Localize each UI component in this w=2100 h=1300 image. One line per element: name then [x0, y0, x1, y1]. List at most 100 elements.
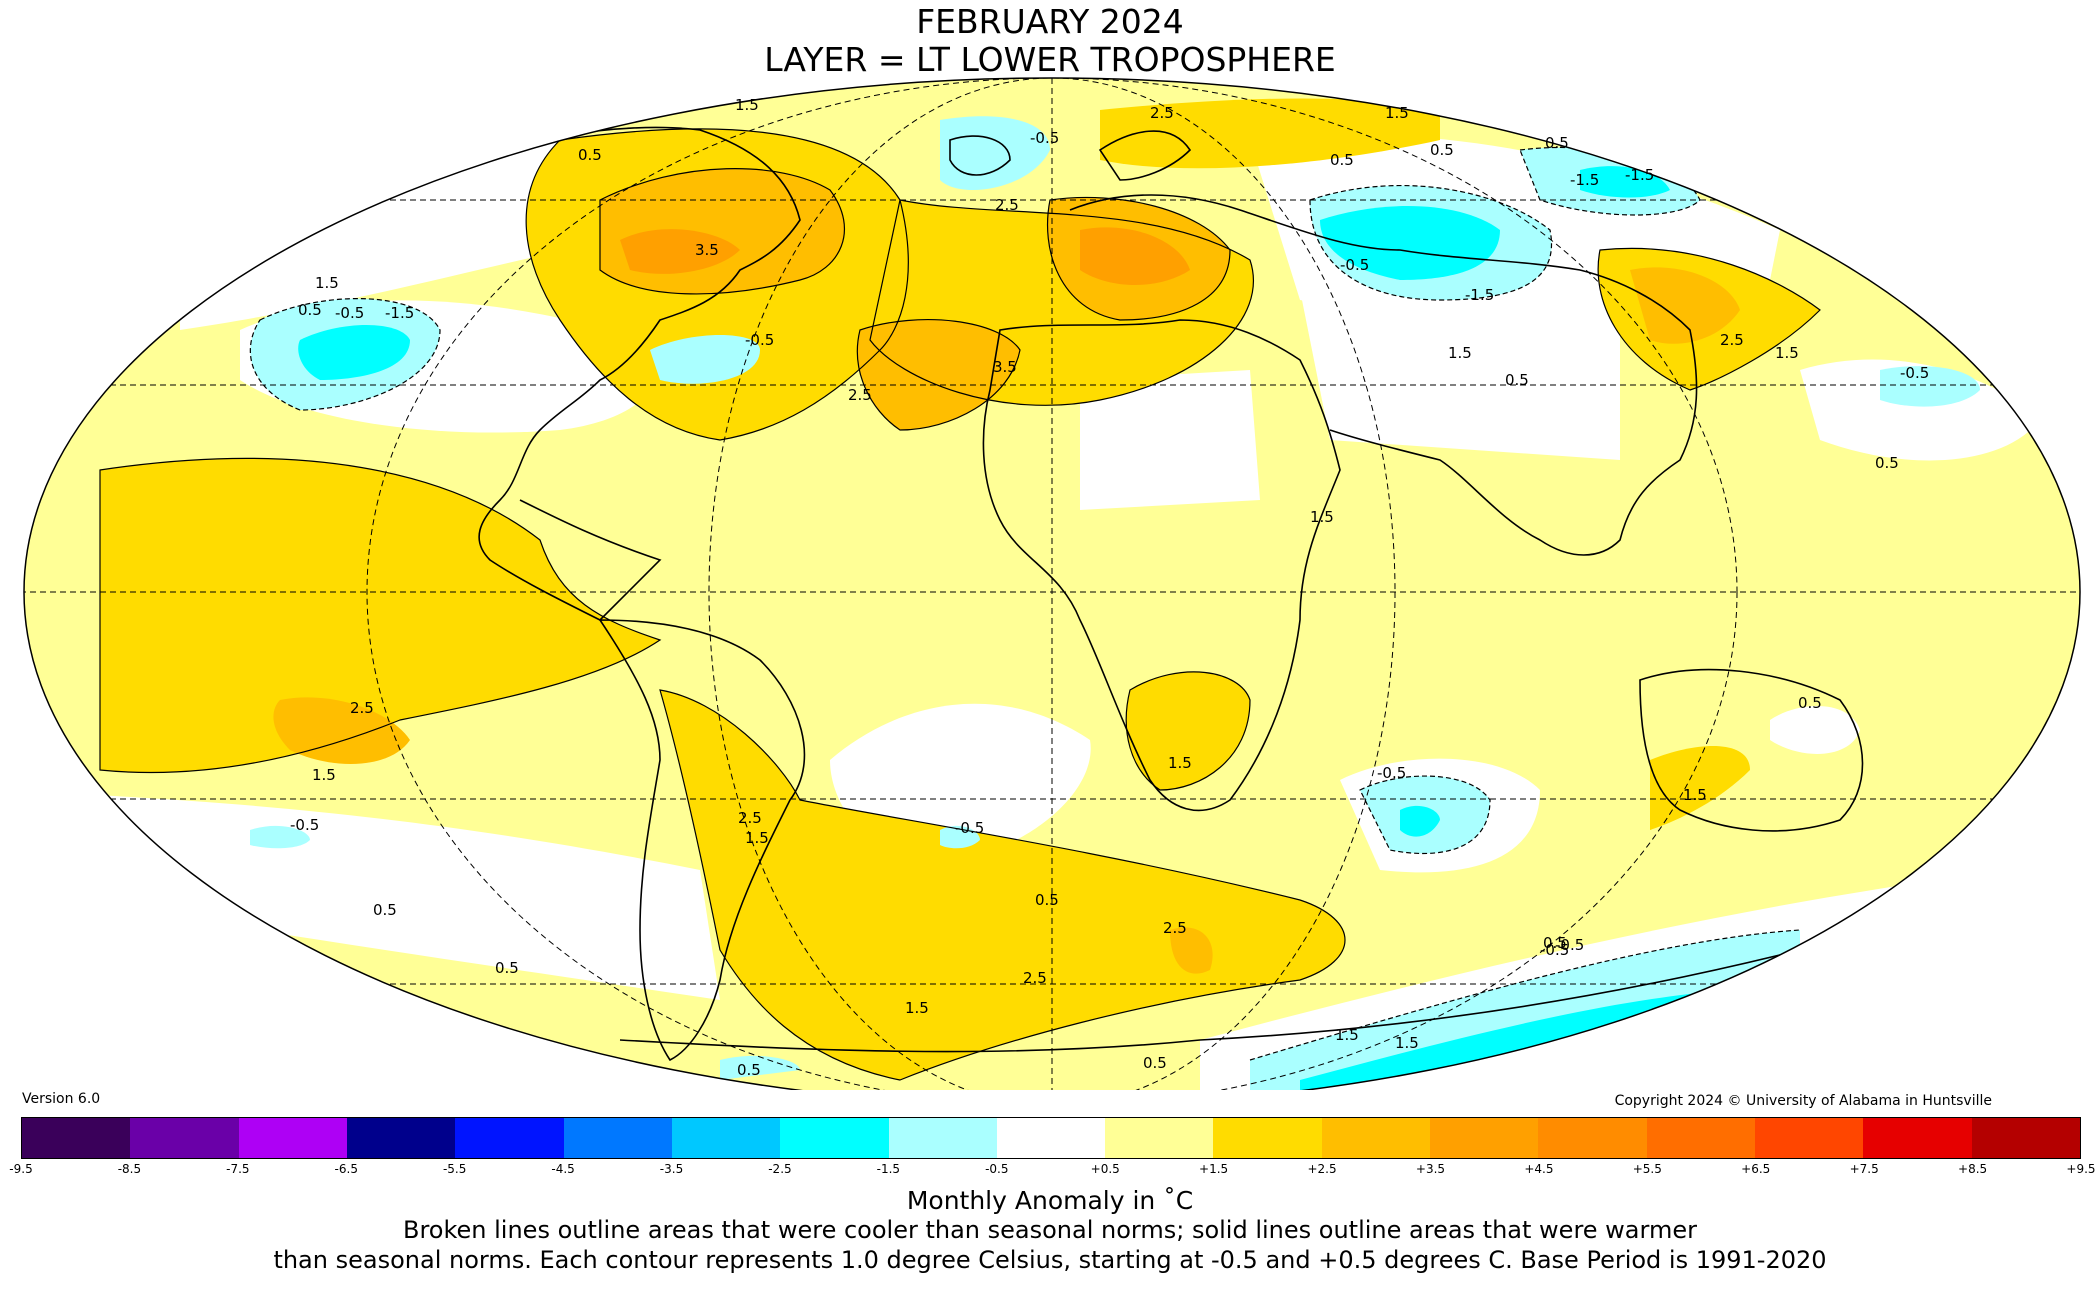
contour-label: 2.5 [1023, 969, 1047, 987]
contour-label: 1.5 [1448, 344, 1472, 362]
anomaly-fill-layer [24, 78, 2080, 1090]
contour-label: 0.5 [1875, 454, 1899, 472]
colorbar-tick-label: +6.5 [1741, 1162, 1771, 1176]
contour-label: 0.5 [1143, 1054, 1167, 1072]
colorbar-tick-label: -6.5 [334, 1162, 358, 1176]
anomaly-region-1.5-2.5 [1650, 746, 1750, 830]
contour-label: 1.5 [1775, 344, 1799, 362]
contour-label: 0.5 [737, 1061, 761, 1079]
contour-label: -0.5 [1340, 256, 1369, 274]
anomaly-region-3.5-4.5 [1080, 227, 1190, 285]
contour-label: -0.5 [1377, 764, 1406, 782]
colorbar-tick-label: -4.5 [551, 1162, 575, 1176]
colorbar-ticks: -9.5 -8.5 -7.5 -6.5 -5.5 -4.5 -3.5 -2.5 -1.5 -0.5… [9, 1162, 2095, 1182]
contour-label: 1.5 [315, 274, 339, 292]
contour-label: 1.5 [1683, 786, 1707, 804]
anomaly-region-neg0.5-neg1.5 [940, 116, 1050, 190]
near-normal-region [24, 790, 720, 1000]
contour-label: 0.5 [1035, 891, 1059, 909]
colorbar-swatch [130, 1118, 239, 1158]
contour-label: 0.5 [298, 301, 322, 319]
contour-label: 2.5 [848, 386, 872, 404]
colorbar-tick-label: +4.5 [1524, 1162, 1554, 1176]
caption-line-1: Broken lines outline areas that were coo… [403, 1216, 1697, 1244]
contour-label: 1.5 [1310, 508, 1334, 526]
colorbar-swatch [563, 1118, 672, 1158]
colorbar-tick-label: +8.5 [1958, 1162, 1988, 1176]
colorbar-swatch [1971, 1118, 2080, 1158]
map-subtitle-layer: LAYER = LT LOWER TROPOSPHERE [764, 40, 1336, 79]
contour-label: 0.5 [1545, 134, 1569, 152]
anomaly-region-neg1.5-neg2.5 [1580, 166, 1670, 198]
colorbar-swatch [22, 1118, 131, 1158]
anomaly-map: 1.5 0.5 2.5 3.5 -0.5 -1.5 -0.5 1.5 2.5 0… [23, 77, 2081, 1090]
contour-label: 0.5 [373, 901, 397, 919]
contour-label: 2.5 [350, 699, 374, 717]
colorbar-swatch [1646, 1118, 1755, 1158]
anomaly-region-neg0.5-neg1.5 [250, 825, 310, 849]
contour-label: 1.5 [1385, 104, 1409, 122]
contour-label: 2.5 [1163, 919, 1187, 937]
contour-label: -0.5 [1555, 936, 1584, 954]
contour-label: -0.5 [290, 816, 319, 834]
contour-label: -1.5 [385, 304, 414, 322]
colorbar-tick-label: -8.5 [117, 1162, 142, 1176]
warm-contours [99, 128, 1821, 1081]
anomaly-region-neg0.5-neg1.5 [720, 1055, 800, 1080]
contour-label: 2.5 [1150, 104, 1174, 122]
colorbar-tick-label: +5.5 [1632, 1162, 1662, 1176]
anomaly-region-neg0.5-neg1.5 [1880, 366, 1980, 407]
contour-label: -0.5 [335, 304, 364, 322]
map-boundary [23, 77, 2081, 1090]
colorbar-tick-label: -2.5 [768, 1162, 792, 1176]
contour-label: 1.5 [745, 829, 769, 847]
contour-label: -1.5 [1625, 166, 1654, 184]
contour-label: 1.5 [312, 766, 336, 784]
colorbar-tick-label: +2.5 [1307, 1162, 1337, 1176]
colorbar-swatch [1321, 1118, 1431, 1158]
contour-label: -1.5 [1570, 171, 1599, 189]
colorbar-swatch [996, 1118, 1106, 1158]
contour-label: -0.5 [745, 331, 774, 349]
map-title: FEBRUARY 2024 [916, 2, 1184, 41]
anomaly-region-1.5-2.5 [1126, 671, 1250, 790]
colorbar-swatch [888, 1118, 997, 1158]
contour-label: -1.5 [1465, 286, 1494, 304]
contour-label: 0.5 [578, 146, 602, 164]
contour-label: 2.5 [1720, 331, 1744, 349]
anomaly-region-neg1.5-neg2.5 [298, 325, 410, 380]
contour-label: 2.5 [995, 196, 1019, 214]
contour-label: 0.5 [495, 959, 519, 977]
colorbar-swatch [1755, 1118, 1864, 1158]
near-normal-region [1770, 706, 1860, 754]
colorbar-swatch [780, 1118, 889, 1158]
contour-label: 3.5 [695, 241, 719, 259]
contour-label: 1.5 [1395, 1034, 1419, 1052]
colorbar [21, 1117, 2081, 1159]
colorbar-swatch [1105, 1118, 1214, 1158]
colorbar-swatch [1430, 1118, 1539, 1158]
anomaly-region-neg1.5-neg2.5 [1400, 805, 1440, 837]
colorbar-tick-label: +9.5 [2066, 1162, 2096, 1176]
caption-line-2: than seasonal norms. Each contour repres… [273, 1246, 1827, 1274]
contour-label: 1.5 [1335, 1026, 1359, 1044]
anomaly-region-2.5-3.5 [600, 168, 845, 294]
near-normal-region [1300, 290, 1620, 460]
contour-labels: 1.5 0.5 2.5 3.5 -0.5 -1.5 -0.5 1.5 2.5 0… [290, 96, 1929, 1079]
anomaly-region-2.5-3.5 [1170, 927, 1213, 974]
contour-label: -0.5 [955, 819, 984, 837]
colorbar-swatch [671, 1118, 781, 1158]
colorbar-tick-label: -7.5 [226, 1162, 250, 1176]
anomaly-region-neg0.5-neg1.5 [650, 335, 760, 384]
colorbar-tick-label: -0.5 [985, 1162, 1009, 1176]
near-normal-region [1080, 370, 1260, 510]
colorbar-tick-label: -1.5 [876, 1162, 901, 1176]
colorbar-swatch [455, 1118, 564, 1158]
colorbar-tick-label: +7.5 [1849, 1162, 1879, 1176]
contour-label: 2.5 [738, 809, 762, 827]
contour-label: 0.5 [1505, 371, 1529, 389]
colorbar-tick-label: -9.5 [9, 1162, 33, 1176]
near-normal-region [180, 130, 620, 330]
colorbar-tick-label: +0.5 [1090, 1162, 1120, 1176]
contour-label: 1.5 [735, 96, 759, 114]
